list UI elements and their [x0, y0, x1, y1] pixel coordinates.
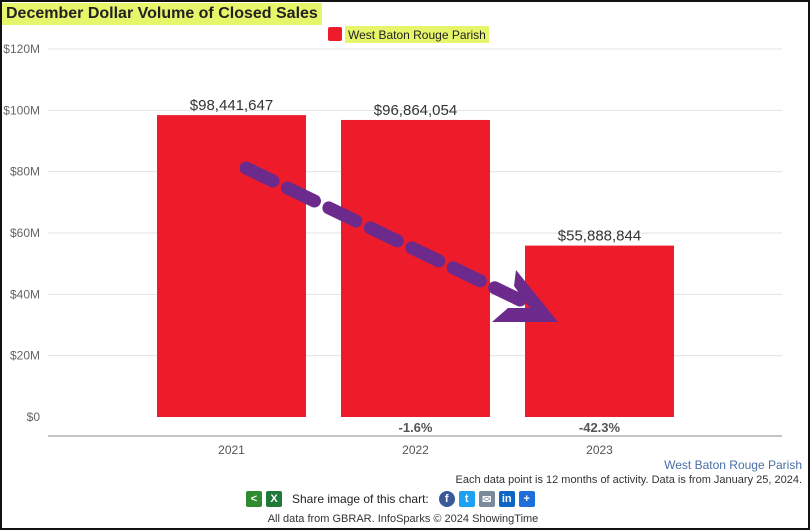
bar: [525, 245, 674, 417]
parish-link[interactable]: West Baton Rouge Parish: [664, 458, 802, 472]
add-share-icon[interactable]: +: [518, 491, 535, 507]
data-note: Each data point is 12 months of activity…: [455, 474, 802, 486]
legend-highlight: [345, 26, 489, 43]
bar: [157, 115, 306, 418]
y-tick-label: $0: [27, 410, 41, 424]
data-label: $98,441,647: [190, 97, 273, 114]
x-tick-labels: 2021 2022 2023: [218, 443, 613, 457]
y-tick-label: $40M: [10, 287, 40, 301]
data-label: $96,864,054: [374, 102, 457, 119]
legend-label: West Baton Rouge Parish: [348, 28, 486, 42]
arrow-shaft: [239, 161, 527, 307]
y-tick-label: $20M: [10, 349, 40, 363]
y-tick-label: $120M: [3, 42, 40, 56]
x-tick-label: 2023: [586, 443, 613, 457]
facebook-icon[interactable]: f: [438, 491, 455, 507]
bar-chart: $0 $20M $40M $60M $80M $100M $120M $98,441,647…: [3, 26, 782, 457]
trend-arrow: [239, 161, 558, 322]
x-tick-label: 2022: [402, 443, 429, 457]
bars: [157, 115, 674, 418]
y-tick-label: $80M: [10, 165, 40, 179]
email-icon[interactable]: ✉: [478, 491, 495, 507]
x-tick-label: 2021: [218, 443, 245, 457]
share-label: Share image of this chart:: [292, 492, 429, 506]
excel-icon[interactable]: X: [266, 491, 282, 507]
change-labels: -1.6% -42.3%: [399, 420, 621, 435]
data-labels: $98,441,647 $96,864,054 $55,888,844: [190, 97, 641, 244]
chart-title: December Dollar Volume of Closed Sales: [2, 3, 322, 25]
share-icon[interactable]: <: [246, 491, 262, 507]
linkedin-icon[interactable]: in: [498, 491, 515, 507]
legend: West Baton Rouge Parish: [328, 26, 489, 43]
legend-swatch: [328, 27, 342, 41]
data-label: $55,888,844: [558, 228, 641, 245]
twitter-icon[interactable]: t: [458, 491, 475, 507]
y-tick-label: $100M: [3, 103, 40, 117]
arrow-head: [492, 270, 558, 322]
share-row: < X Share image of this chart: f t ✉ in …: [246, 490, 535, 508]
credits: All data from GBRAR. InfoSparks © 2024 S…: [267, 513, 539, 525]
y-tick-labels: $0 $20M $40M $60M $80M $100M $120M: [3, 42, 40, 424]
change-label: -1.6%: [399, 420, 433, 435]
change-label: -42.3%: [579, 420, 621, 435]
y-tick-label: $60M: [10, 226, 40, 240]
